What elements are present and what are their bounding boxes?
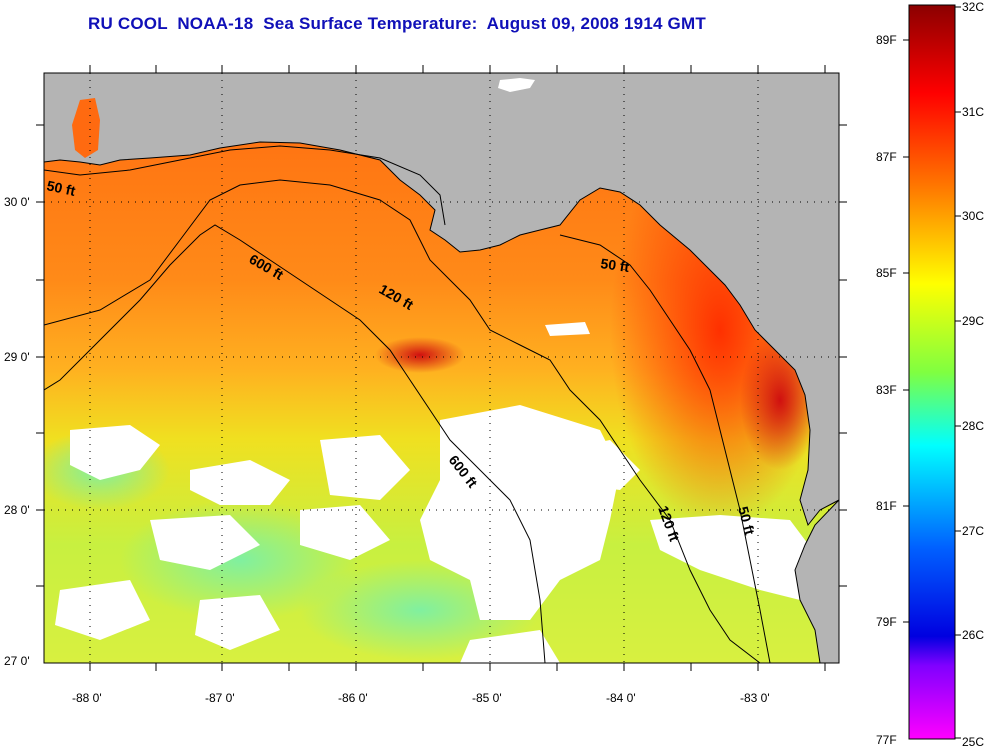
colorbar-celsius-label: 30C [962, 209, 985, 223]
colorbar-fahrenheit-label: 77F [876, 733, 897, 747]
colorbar [908, 4, 956, 740]
colorbar-celsius-label: 28C [962, 419, 985, 433]
contour-120ft [44, 179, 761, 663]
colorbar-celsius-label: 26C [962, 628, 985, 642]
lon-label: -85 0' [472, 691, 502, 705]
lon-label: -88 0' [72, 691, 102, 705]
colorbar-celsius-label: 29C [962, 314, 985, 328]
florida-peninsula-land [794, 499, 839, 663]
colorbar-celsius-label: 25C [962, 735, 985, 749]
warm-region-center [375, 337, 465, 373]
lat-label: 30 0' [4, 195, 30, 209]
map-title: RU COOL NOAA-18 Sea Surface Temperature:… [88, 14, 706, 33]
colorbar-fahrenheit-label: 81F [876, 499, 897, 513]
lon-label: -83 0' [740, 691, 770, 705]
mobile-bay [72, 98, 100, 158]
contour-label: 50 ft [600, 255, 631, 275]
contour-label: 50 ft [45, 177, 77, 199]
axis-ticks [36, 65, 847, 671]
lon-label: -86 0' [338, 691, 368, 705]
land-cloud [498, 78, 535, 92]
lat-label: 28 0' [4, 503, 30, 517]
colorbar-celsius-label: 32C [962, 0, 985, 14]
land-mass [44, 73, 839, 527]
contour-600ft [44, 224, 546, 663]
contour-50ft-west [44, 145, 446, 226]
colorbar-fahrenheit-label: 89F [876, 33, 897, 47]
lat-label: 29 0' [4, 350, 30, 364]
colorbar-fahrenheit-label: 85F [876, 266, 897, 280]
contour-label: 50 ft [735, 505, 758, 537]
contour-50ft-east [559, 234, 771, 663]
map-frame [43, 72, 840, 664]
colorbar-ticks [903, 6, 961, 739]
lon-label: -87 0' [205, 691, 235, 705]
colorbar-celsius-label: 27C [962, 524, 985, 538]
lat-label: 27 0' [4, 654, 30, 668]
colorbar-fahrenheit-label: 83F [876, 383, 897, 397]
colorbar-celsius-label: 31C [962, 105, 985, 119]
graticule [44, 73, 839, 663]
cloud-cover [55, 322, 820, 663]
lon-label: -84 0' [606, 691, 636, 705]
bathymetry-contours [44, 145, 771, 663]
colorbar-fahrenheit-label: 87F [876, 150, 897, 164]
colorbar-fahrenheit-label: 79F [876, 615, 897, 629]
